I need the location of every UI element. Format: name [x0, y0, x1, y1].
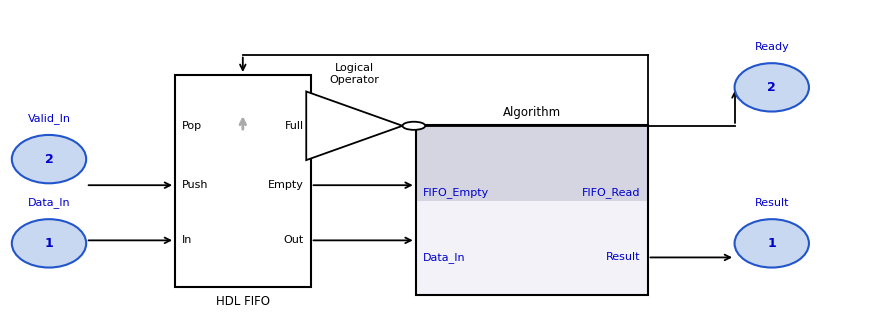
Text: Result: Result [606, 252, 640, 262]
Text: Result: Result [754, 198, 789, 208]
Text: 2: 2 [767, 81, 776, 94]
Text: Pop: Pop [182, 121, 202, 131]
Text: 2: 2 [45, 153, 53, 166]
Ellipse shape [735, 63, 809, 112]
Text: Valid_In: Valid_In [27, 113, 71, 124]
Text: Ready: Ready [754, 42, 789, 52]
Text: Full: Full [284, 121, 304, 131]
Bar [175, 75, 311, 287]
Ellipse shape [735, 219, 809, 268]
Text: 1: 1 [45, 237, 53, 250]
Text: Algorithm: Algorithm [502, 106, 561, 119]
Text: Logical
Operator: Logical Operator [329, 63, 380, 85]
Bar [416, 125, 648, 295]
Text: Data_In: Data_In [28, 197, 70, 208]
Text: Data_In: Data_In [423, 252, 466, 263]
Text: 1: 1 [767, 237, 776, 250]
Text: Push: Push [182, 180, 208, 190]
Bar [416, 201, 648, 295]
Text: FIFO_Read: FIFO_Read [582, 188, 640, 198]
Text: In: In [182, 235, 192, 245]
Ellipse shape [12, 219, 86, 268]
Bar [416, 125, 648, 201]
Text: Empty: Empty [268, 180, 304, 190]
Ellipse shape [12, 135, 86, 183]
Text: HDL FIFO: HDL FIFO [216, 295, 270, 308]
Circle shape [402, 122, 425, 130]
Text: FIFO_Empty: FIFO_Empty [423, 188, 489, 198]
Polygon shape [306, 91, 403, 160]
Text: Out: Out [284, 235, 304, 245]
